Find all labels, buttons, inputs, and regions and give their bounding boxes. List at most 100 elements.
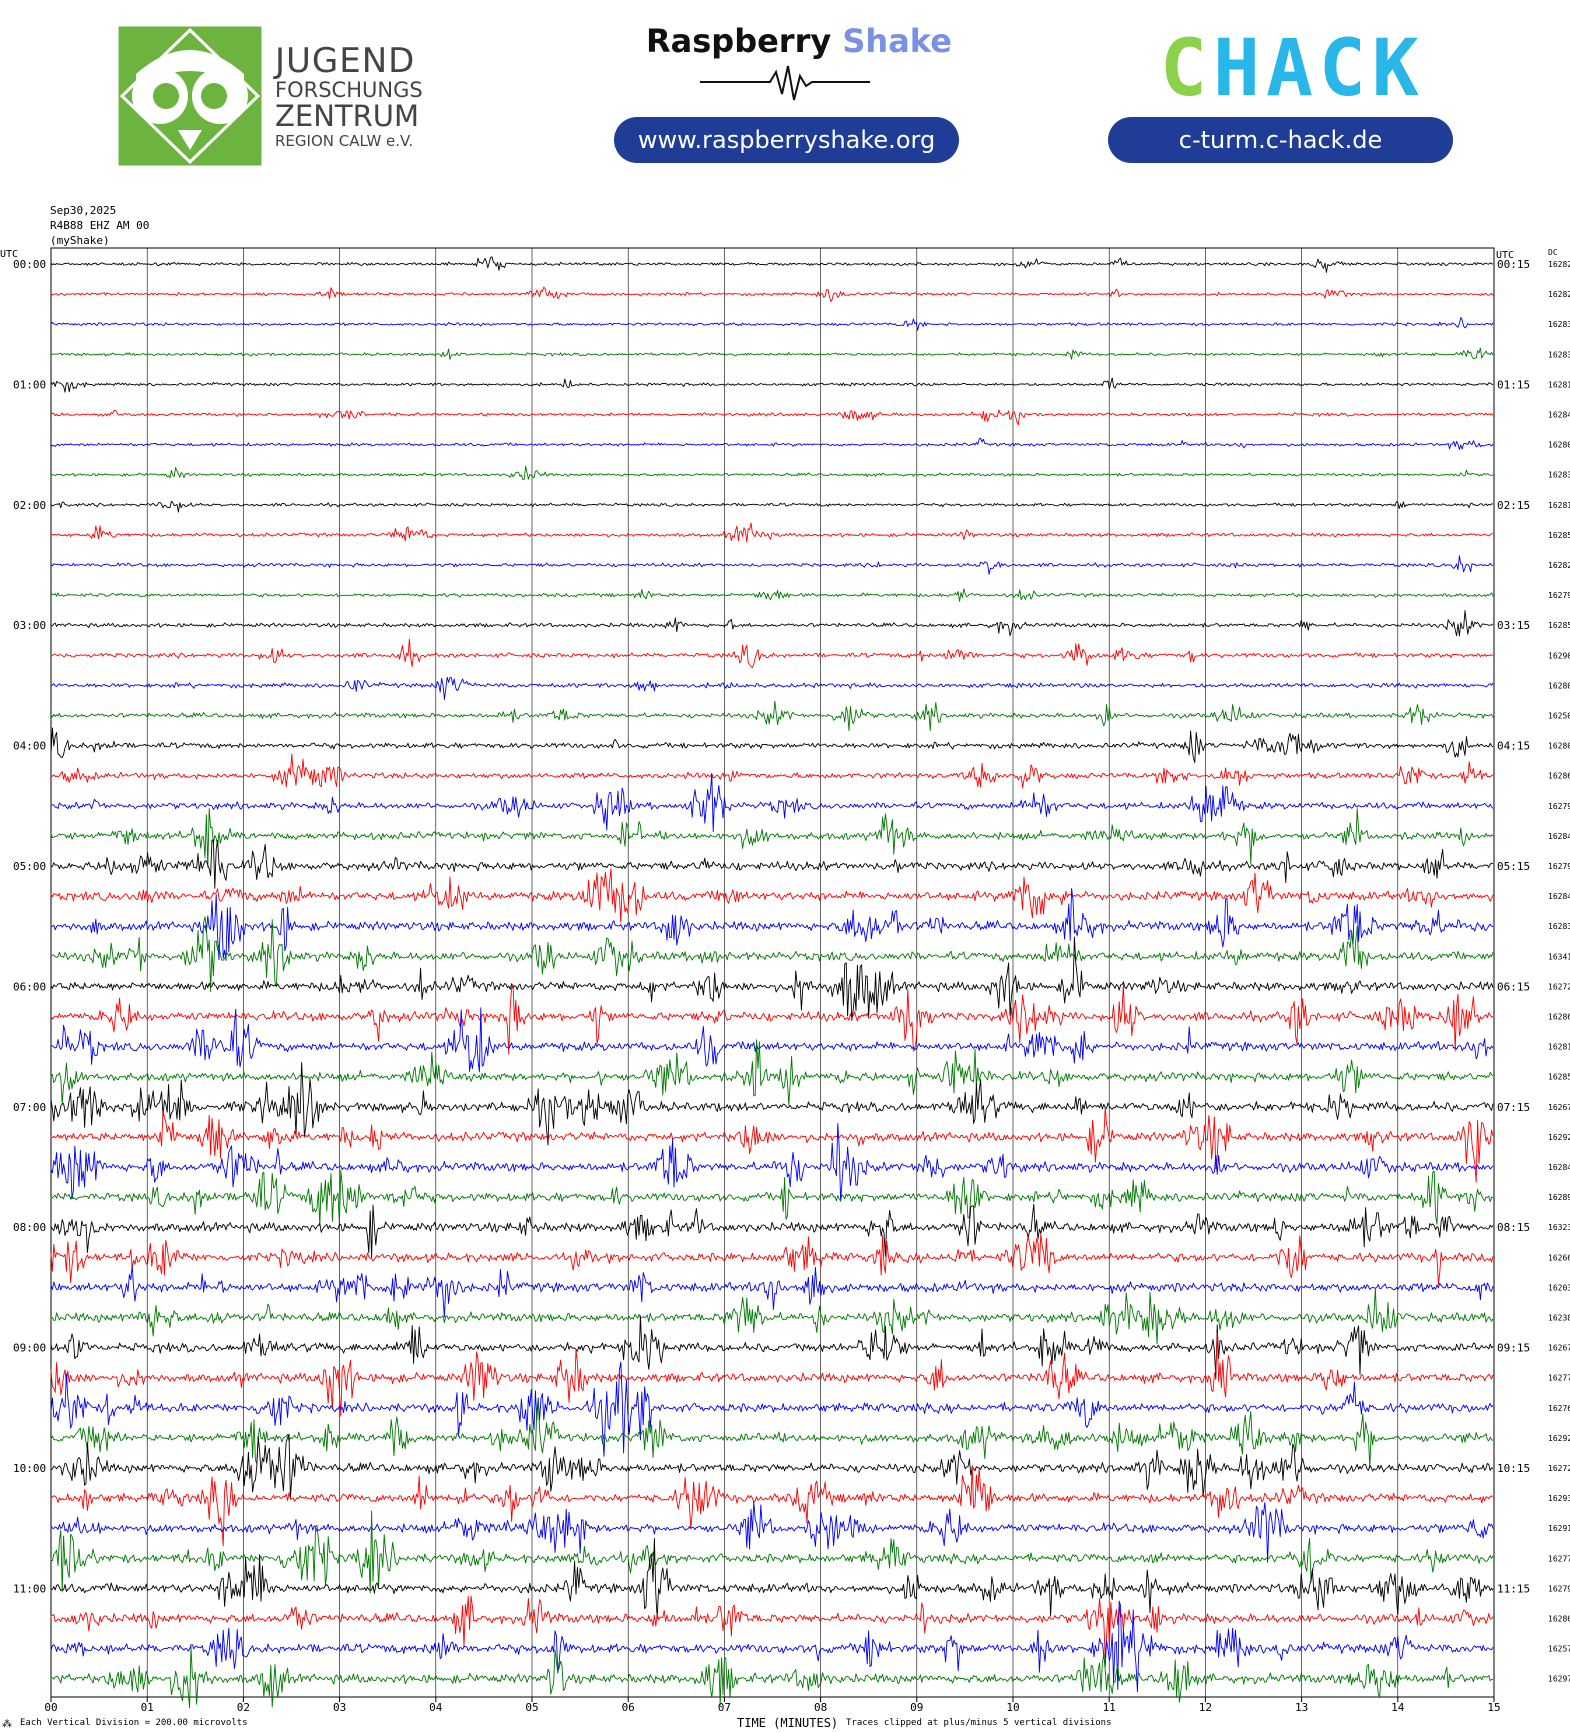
chack-url-link[interactable]: c-turm.c-hack.de (1108, 117, 1453, 163)
trace-row-0615 (50, 984, 1494, 1055)
date-label: Sep30,2025 (50, 204, 117, 217)
trace-row-0230 (50, 555, 1494, 575)
dc-offset-label: 16285 (1548, 531, 1570, 540)
raspberryshake-url-link[interactable]: www.raspberryshake.org (614, 117, 959, 163)
trace-row-0630 (50, 1007, 1494, 1073)
chack-letter-a: A (1265, 24, 1319, 114)
row-time-label-right: 11:15 (1497, 1582, 1530, 1595)
chack-letter-c1: C (1160, 24, 1213, 114)
row-time-label-right: 05:15 (1497, 860, 1530, 873)
plot-frame (50, 247, 1495, 1698)
trace-row-0430 (50, 773, 1494, 832)
footer-mark: ⁂ (2, 1719, 12, 1730)
jfz-wordmark: JUGEND FORSCHUNGS ZENTRUM REGION CALW e.… (275, 44, 423, 149)
dc-offset-label: 16250 (1548, 712, 1570, 721)
row-time-label-left: 00:00 (13, 258, 46, 271)
raspberry-shake-title: Raspberry Shake (646, 22, 952, 60)
dc-offset-label: 16238 (1548, 1314, 1570, 1323)
trace-row-0545 (50, 916, 1494, 992)
row-time-label-left: 08:00 (13, 1221, 46, 1234)
trace-row-0930 (50, 1361, 1494, 1457)
trace-row-0515 (50, 868, 1494, 923)
dc-offset-label: 16279 (1548, 802, 1570, 811)
dc-offset-label: 16286 (1548, 772, 1570, 781)
row-time-label-left: 11:00 (13, 1582, 46, 1595)
dc-offset-label: 16284 (1548, 892, 1570, 901)
trace-row-0530 (50, 887, 1494, 962)
x-tick-label: 10 (1006, 1701, 1019, 1714)
trace-row-0130 (50, 437, 1494, 450)
row-time-label-right: 04:15 (1497, 740, 1530, 753)
dc-offset-label: 16280 (1548, 742, 1570, 751)
trace-row-0330 (50, 676, 1494, 700)
footer-clip-note: Traces clipped at plus/minus 5 vertical … (846, 1718, 1112, 1728)
row-time-label-left: 02:00 (13, 499, 46, 512)
chack-letter-h: H (1212, 24, 1266, 114)
trace-row-0915 (50, 1332, 1494, 1417)
x-tick-label: 09 (910, 1701, 923, 1714)
trace-row-0300 (50, 610, 1494, 637)
dc-offset-label: 16277 (1548, 1554, 1570, 1563)
dc-offset-label: 16284 (1548, 411, 1570, 420)
dc-offset-label: 16281 (1548, 501, 1570, 510)
page-header: JUGEND FORSCHUNGS ZENTRUM REGION CALW e.… (0, 0, 1570, 185)
row-time-label-right: 07:15 (1497, 1101, 1530, 1114)
trace-row-1115 (50, 1595, 1494, 1659)
jfz-line-3: ZENTRUM (275, 99, 419, 133)
x-tick-label: 14 (1391, 1701, 1405, 1714)
dc-offset-label: 16290 (1548, 651, 1570, 660)
trace-row-1145 (50, 1646, 1493, 1709)
trace-row-0845 (50, 1287, 1494, 1345)
trace-row-0000 (50, 256, 1494, 273)
x-tick-label: 02 (237, 1701, 250, 1714)
dc-offset-label: 16272 (1548, 982, 1570, 991)
row-time-label-left: 05:00 (13, 860, 46, 873)
dc-offset-label: 16266 (1548, 1253, 1570, 1262)
chack-letter-k: K (1371, 24, 1425, 114)
dc-offset-label: 16280 (1548, 441, 1570, 450)
dc-offset-label: 16276 (1548, 1404, 1570, 1413)
dc-offset-label: 16267 (1548, 1344, 1570, 1353)
trace-row-0600 (50, 936, 1494, 1021)
trace-row-0645 (50, 1039, 1494, 1106)
dc-offset-label: 16282 (1548, 290, 1570, 299)
dc-offset-label: 16282 (1548, 561, 1570, 570)
dc-offset-label: 16283 (1548, 350, 1570, 359)
dc-offset-label: 16292 (1548, 1434, 1570, 1443)
x-tick-label: 11 (1103, 1701, 1116, 1714)
x-tick-label: 13 (1295, 1701, 1308, 1714)
dc-offset-label: 16281 (1548, 380, 1570, 389)
row-time-label-left: 06:00 (13, 980, 46, 993)
dc-offset-label: 16277 (1548, 1374, 1570, 1383)
trace-row-1030 (50, 1501, 1494, 1563)
row-time-label-right: 09:15 (1497, 1342, 1530, 1355)
x-tick-label: 01 (141, 1701, 154, 1714)
station-label: R4B88 EHZ AM 00 (50, 219, 150, 232)
x-tick-label: 07 (718, 1701, 731, 1714)
trace-row-0215 (50, 522, 1494, 543)
dc-offset-label: 16279 (1548, 862, 1570, 871)
trace-row-0200 (50, 500, 1494, 513)
row-time-label-left: 09:00 (13, 1342, 46, 1355)
x-axis-title: TIME (MINUTES) (737, 1716, 839, 1730)
dc-offset-label: 16286 (1548, 1013, 1570, 1022)
dc-offset-label: 16297 (1548, 1675, 1570, 1684)
dc-offset-label: 16323 (1548, 1223, 1570, 1232)
trace-row-0115 (50, 409, 1494, 426)
dc-offset-label: 16341 (1548, 952, 1570, 961)
trace-row-0700 (50, 1062, 1494, 1146)
trace-row-0900 (50, 1315, 1494, 1380)
trace-row-0730 (50, 1122, 1494, 1202)
network-label: (myShake) (50, 234, 110, 247)
trace-row-0100 (50, 377, 1494, 393)
rs-title-word-2: Shake (842, 22, 952, 60)
dc-header-label: DC (1548, 248, 1558, 257)
row-time-label-right: 03:15 (1497, 619, 1530, 632)
trace-row-1015 (50, 1464, 1494, 1547)
x-tick-label: 04 (429, 1701, 443, 1714)
jfz-line-4: REGION CALW e.V. (275, 132, 414, 150)
dc-offset-label: 16281 (1548, 1043, 1570, 1052)
trace-row-1045 (50, 1510, 1494, 1594)
dc-offset-label: 16280 (1548, 681, 1570, 690)
